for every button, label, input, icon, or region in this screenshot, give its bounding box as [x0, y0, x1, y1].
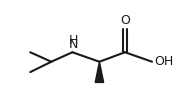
Polygon shape [95, 62, 104, 82]
Text: OH: OH [154, 55, 173, 68]
Text: H: H [68, 34, 78, 47]
Text: N: N [68, 38, 78, 51]
Text: O: O [120, 14, 130, 27]
